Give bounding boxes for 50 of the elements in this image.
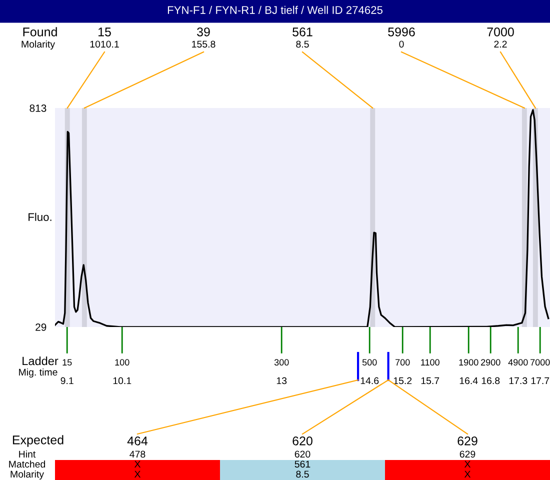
band-label: 7000 2.2 [487, 28, 514, 48]
text: 629 [458, 436, 478, 446]
text: 629 [460, 450, 476, 458]
band-label: 15 1010.1 [90, 28, 119, 48]
annotation: 2900 [481, 359, 500, 366]
chart-title: FYN-F1 / FYN-R1 / BJ tielf / Well ID 274625 [168, 6, 382, 14]
text: 464 [127, 436, 148, 446]
text: 8.5 [296, 470, 309, 478]
x-tick-label: 17.7 [531, 377, 550, 384]
category-label: Hint [19, 450, 36, 458]
x-tick-label: 16.8 [482, 377, 500, 384]
band-label: 561 8.5 [292, 28, 312, 48]
annotation: 1100 [421, 359, 440, 366]
text: 620 [294, 450, 310, 458]
text: X [134, 460, 141, 468]
x-axis-title: Mig. time [19, 368, 58, 378]
x-tick-label: 13 [276, 377, 287, 384]
text: Molarity [22, 40, 55, 50]
x-tick-label: 15.2 [394, 377, 412, 384]
x-tick-label: 15.7 [421, 377, 440, 384]
y-tick-label: 29 [36, 324, 46, 331]
annotation: 700 [396, 359, 410, 366]
text: Ladder [22, 356, 58, 366]
x-tick-label: 10.1 [113, 377, 132, 384]
text: 561 [294, 460, 310, 468]
category-label: Molarity [10, 470, 44, 480]
category-label: Matched [9, 460, 46, 468]
text: Found [23, 27, 57, 36]
x-tick-label: 17.3 [509, 377, 528, 384]
annotation: 500 [362, 359, 377, 366]
annotation: 300 [274, 359, 289, 366]
text: 620 [292, 436, 312, 446]
line-series [55, 109, 550, 327]
x-tick-label: 9.1 [60, 377, 74, 384]
text: X [134, 470, 141, 478]
x-tick-label: 16.4 [460, 377, 478, 384]
category-label: Expected [12, 435, 64, 447]
y-tick-label: 813 [30, 104, 46, 112]
y-axis-title: Fluo. [28, 212, 52, 221]
annotation: 1900 [459, 359, 478, 366]
text: X [464, 470, 471, 478]
x-tick-label: 14.6 [360, 377, 379, 384]
annotation: 15 [62, 359, 72, 366]
text: 478 [130, 450, 146, 458]
annotation: 4900 [508, 359, 528, 366]
annotation: 100 [115, 359, 130, 366]
band-label: 5996 0 [388, 28, 415, 48]
text: X [464, 460, 471, 468]
band-label: 39 155.8 [192, 28, 216, 48]
annotation: 7000 [530, 359, 550, 366]
